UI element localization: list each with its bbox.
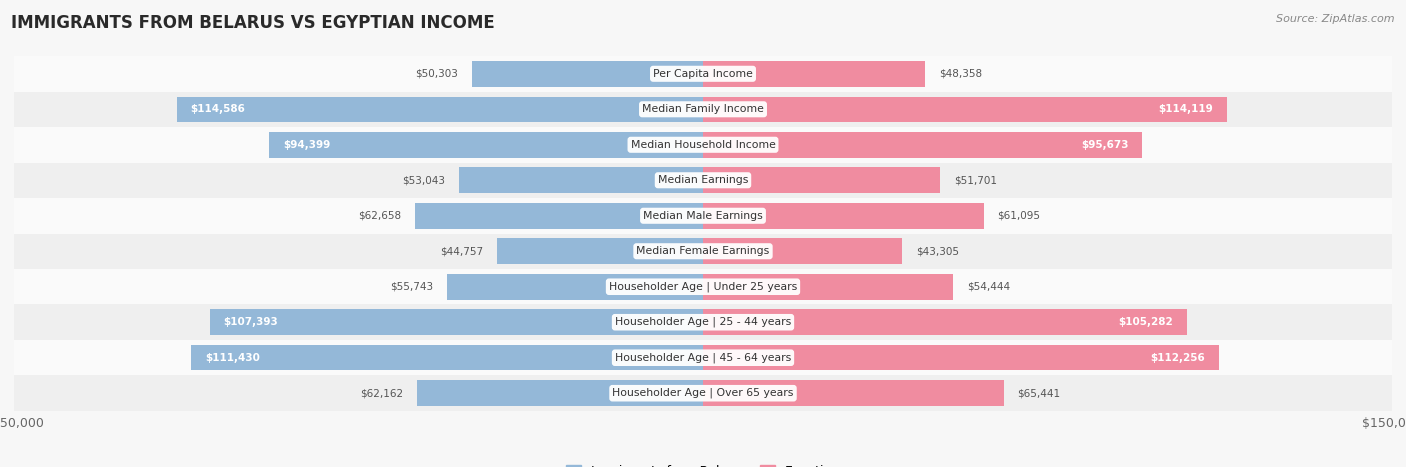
FancyBboxPatch shape bbox=[14, 198, 1392, 234]
Bar bbox=[703, 274, 953, 299]
Bar bbox=[703, 381, 1004, 406]
Text: Source: ZipAtlas.com: Source: ZipAtlas.com bbox=[1277, 14, 1395, 24]
Text: $44,757: $44,757 bbox=[440, 246, 484, 256]
Text: Householder Age | 25 - 44 years: Householder Age | 25 - 44 years bbox=[614, 317, 792, 327]
Text: $94,399: $94,399 bbox=[283, 140, 330, 150]
Bar bbox=[177, 97, 703, 122]
Text: $55,743: $55,743 bbox=[389, 282, 433, 292]
Bar bbox=[498, 239, 703, 264]
Text: $53,043: $53,043 bbox=[402, 175, 446, 185]
Text: $62,658: $62,658 bbox=[359, 211, 402, 221]
FancyBboxPatch shape bbox=[14, 375, 1392, 411]
Text: IMMIGRANTS FROM BELARUS VS EGYPTIAN INCOME: IMMIGRANTS FROM BELARUS VS EGYPTIAN INCO… bbox=[11, 14, 495, 32]
Bar bbox=[472, 61, 703, 86]
Legend: Immigrants from Belarus, Egyptian: Immigrants from Belarus, Egyptian bbox=[561, 460, 845, 467]
Bar bbox=[460, 168, 703, 193]
Bar bbox=[415, 203, 703, 228]
Text: $111,430: $111,430 bbox=[205, 353, 260, 363]
Text: $48,358: $48,358 bbox=[939, 69, 981, 79]
Text: Householder Age | Over 65 years: Householder Age | Over 65 years bbox=[612, 388, 794, 398]
Text: $65,441: $65,441 bbox=[1018, 388, 1060, 398]
Text: $107,393: $107,393 bbox=[224, 317, 278, 327]
Text: Per Capita Income: Per Capita Income bbox=[652, 69, 754, 79]
FancyBboxPatch shape bbox=[14, 127, 1392, 163]
Text: Median Household Income: Median Household Income bbox=[630, 140, 776, 150]
Text: $105,282: $105,282 bbox=[1118, 317, 1173, 327]
Text: Median Female Earnings: Median Female Earnings bbox=[637, 246, 769, 256]
Bar bbox=[703, 132, 1143, 157]
Text: $50,303: $50,303 bbox=[415, 69, 458, 79]
Text: Householder Age | Under 25 years: Householder Age | Under 25 years bbox=[609, 282, 797, 292]
FancyBboxPatch shape bbox=[14, 92, 1392, 127]
Text: $61,095: $61,095 bbox=[997, 211, 1040, 221]
FancyBboxPatch shape bbox=[14, 234, 1392, 269]
Text: Median Earnings: Median Earnings bbox=[658, 175, 748, 185]
FancyBboxPatch shape bbox=[14, 163, 1392, 198]
Bar bbox=[209, 310, 703, 335]
Text: $62,162: $62,162 bbox=[360, 388, 404, 398]
Bar bbox=[191, 345, 703, 370]
Bar bbox=[703, 203, 984, 228]
Text: $43,305: $43,305 bbox=[915, 246, 959, 256]
Bar bbox=[703, 345, 1219, 370]
Bar bbox=[703, 310, 1187, 335]
FancyBboxPatch shape bbox=[14, 340, 1392, 375]
Text: Median Male Earnings: Median Male Earnings bbox=[643, 211, 763, 221]
Text: Householder Age | 45 - 64 years: Householder Age | 45 - 64 years bbox=[614, 353, 792, 363]
FancyBboxPatch shape bbox=[14, 56, 1392, 92]
Text: $51,701: $51,701 bbox=[955, 175, 997, 185]
Bar bbox=[270, 132, 703, 157]
Text: $114,586: $114,586 bbox=[190, 104, 246, 114]
Text: Median Family Income: Median Family Income bbox=[643, 104, 763, 114]
Text: $112,256: $112,256 bbox=[1150, 353, 1205, 363]
Bar bbox=[418, 381, 703, 406]
Bar bbox=[703, 168, 941, 193]
Bar bbox=[703, 97, 1227, 122]
Text: $114,119: $114,119 bbox=[1159, 104, 1213, 114]
Bar bbox=[447, 274, 703, 299]
Bar bbox=[703, 61, 925, 86]
FancyBboxPatch shape bbox=[14, 269, 1392, 304]
FancyBboxPatch shape bbox=[14, 304, 1392, 340]
Bar bbox=[703, 239, 901, 264]
Text: $54,444: $54,444 bbox=[967, 282, 1010, 292]
Text: $95,673: $95,673 bbox=[1081, 140, 1129, 150]
